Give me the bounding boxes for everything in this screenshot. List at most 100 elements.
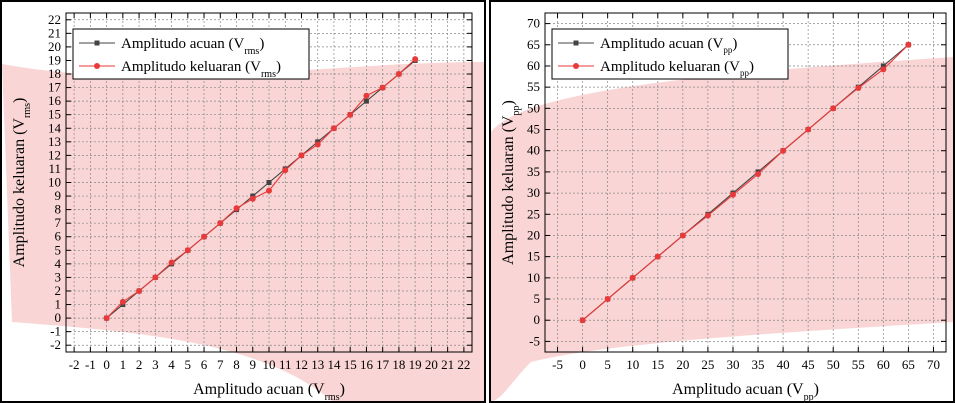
data-point-keluaran [298,152,305,159]
x-tick-label: 30 [726,357,739,372]
x-tick-label: 7 [217,357,224,372]
y-tick-label: 4 [55,256,62,271]
x-tick-label: 1 [120,357,127,372]
pp-x-axis-title: Amplitudo acuan (Vpp) [672,381,819,401]
data-point-keluaran [830,105,837,112]
data-point-keluaran [780,147,787,154]
data-point-keluaran [679,232,686,239]
y-tick-label: 9 [55,188,62,203]
y-tick-label: 20 [527,227,540,242]
x-tick-label: 20 [425,357,438,372]
rms-x-axis-title: Amplitudo acuan (Vrms) [193,381,345,401]
data-point-acuan [363,98,369,104]
legend-label: Amplitudo acuan (Vrms) [121,36,264,57]
rms-series-line-keluaran [106,58,416,319]
legend-marker-circle [573,63,579,69]
y-tick-label: 35 [527,164,540,179]
y-tick-label: 25 [527,206,540,221]
x-tick-label: 12 [295,357,308,372]
y-tick-label: 12 [48,147,61,162]
y-tick-label: 0 [55,310,62,325]
data-point-keluaran [629,274,636,281]
x-tick-label: 19 [409,357,422,372]
data-point-keluaran [729,191,736,198]
data-point-keluaran [880,66,887,73]
pp-series-line-keluaran [582,44,909,321]
data-point-keluaran [379,84,386,91]
x-tick-label: 25 [701,357,714,372]
rms-legend: Amplitudo acuan (Vrms)Amplitudo keluaran… [72,28,310,80]
y-tick-label: 13 [48,134,61,149]
x-tick-label: 15 [651,357,664,372]
x-tick-label: 6 [201,357,208,372]
legend-box [551,28,789,80]
y-tick-label: 15 [48,107,61,122]
y-tick-label: 65 [527,37,540,52]
x-tick-label: 21 [441,357,454,372]
x-tick-label: 18 [392,357,405,372]
y-tick-label: 7 [55,215,62,230]
data-point-keluaran [855,85,862,92]
legend-marker-square [94,40,100,46]
y-tick-label: 45 [527,122,540,137]
x-tick-label: 17 [376,357,390,372]
x-tick-label: 16 [360,357,374,372]
legend-marker-circle [94,63,100,69]
y-tick-label: 21 [48,25,61,40]
x-tick-label: 3 [152,357,159,372]
y-tick-label: 0 [534,312,541,327]
data-point-keluaran [654,253,661,260]
data-point-keluaran [347,111,354,118]
y-tick-label: 70 [527,16,540,31]
data-point-keluaran [330,125,337,132]
legend-marker-square [573,40,579,46]
data-point-keluaran [704,212,711,219]
x-tick-label: 20 [676,357,689,372]
y-tick-label: 8 [55,202,62,217]
y-tick-label: 30 [527,185,540,200]
data-point-keluaran [266,187,272,194]
pp-plot-frame [544,12,947,353]
data-point-keluaran [119,298,126,305]
data-point-keluaran [249,195,256,202]
data-point-keluaran [103,315,110,322]
y-tick-label: 19 [48,52,61,67]
data-point-keluaran [905,41,912,48]
x-tick-label: 70 [927,357,940,372]
x-tick-label: 14 [327,357,341,372]
y-tick-label: -2 [50,337,61,352]
y-tick-label: 10 [527,270,540,285]
data-point-keluaran [168,259,175,266]
x-tick-label: 65 [902,357,915,372]
y-tick-label: 50 [527,100,540,115]
data-point-keluaran [805,126,812,133]
y-tick-label: 17 [48,80,62,95]
legend-box [72,28,310,80]
legend-label: Amplitudo acuan (Vpp) [600,36,737,55]
data-point-acuan [880,63,886,69]
x-tick-label: 4 [168,357,175,372]
x-tick-label: 13 [311,357,324,372]
data-point-acuan [266,180,272,185]
y-tick-label: 18 [48,66,61,81]
x-tick-label: 60 [877,357,890,372]
rms-chart-svg: -2 -1 0 1 2 3 4 5 6 7 8 9 10 11 12 13 14 15 16 17 18 19 20 21 22… [2,12,484,401]
x-tick-label: 22 [457,357,470,372]
y-tick-label: 1 [55,297,62,312]
x-tick-label: 15 [344,357,357,372]
chart-panel-rms: -2 -1 0 1 2 3 4 5 6 7 8 9 10 11 12 13 14 15 16 17 18 19 20 21 22… [0,0,486,403]
chart-panel-pp: -5 0 5 10 15 20 25 30 35 40 45 50 55 60 65 70 -5 0 5 10 15 20… [489,0,955,403]
data-point-keluaran [184,247,191,254]
data-point-keluaran [579,317,586,324]
legend-label: Amplitudo keluaran (Vpp) [600,59,754,78]
y-tick-label: 5 [55,242,62,257]
pp-chart-svg: -5 0 5 10 15 20 25 30 35 40 45 50 55 60 65 70 -5 0 5 10 15 20… [491,12,953,401]
y-tick-label: -1 [50,324,61,339]
x-tick-label: 9 [250,357,257,372]
x-tick-label: 0 [579,357,586,372]
y-tick-label: 3 [55,269,62,284]
x-tick-label: 5 [185,357,192,372]
y-tick-label: 40 [527,143,540,158]
y-tick-label: 55 [527,79,540,94]
x-tick-label: 11 [279,357,292,372]
